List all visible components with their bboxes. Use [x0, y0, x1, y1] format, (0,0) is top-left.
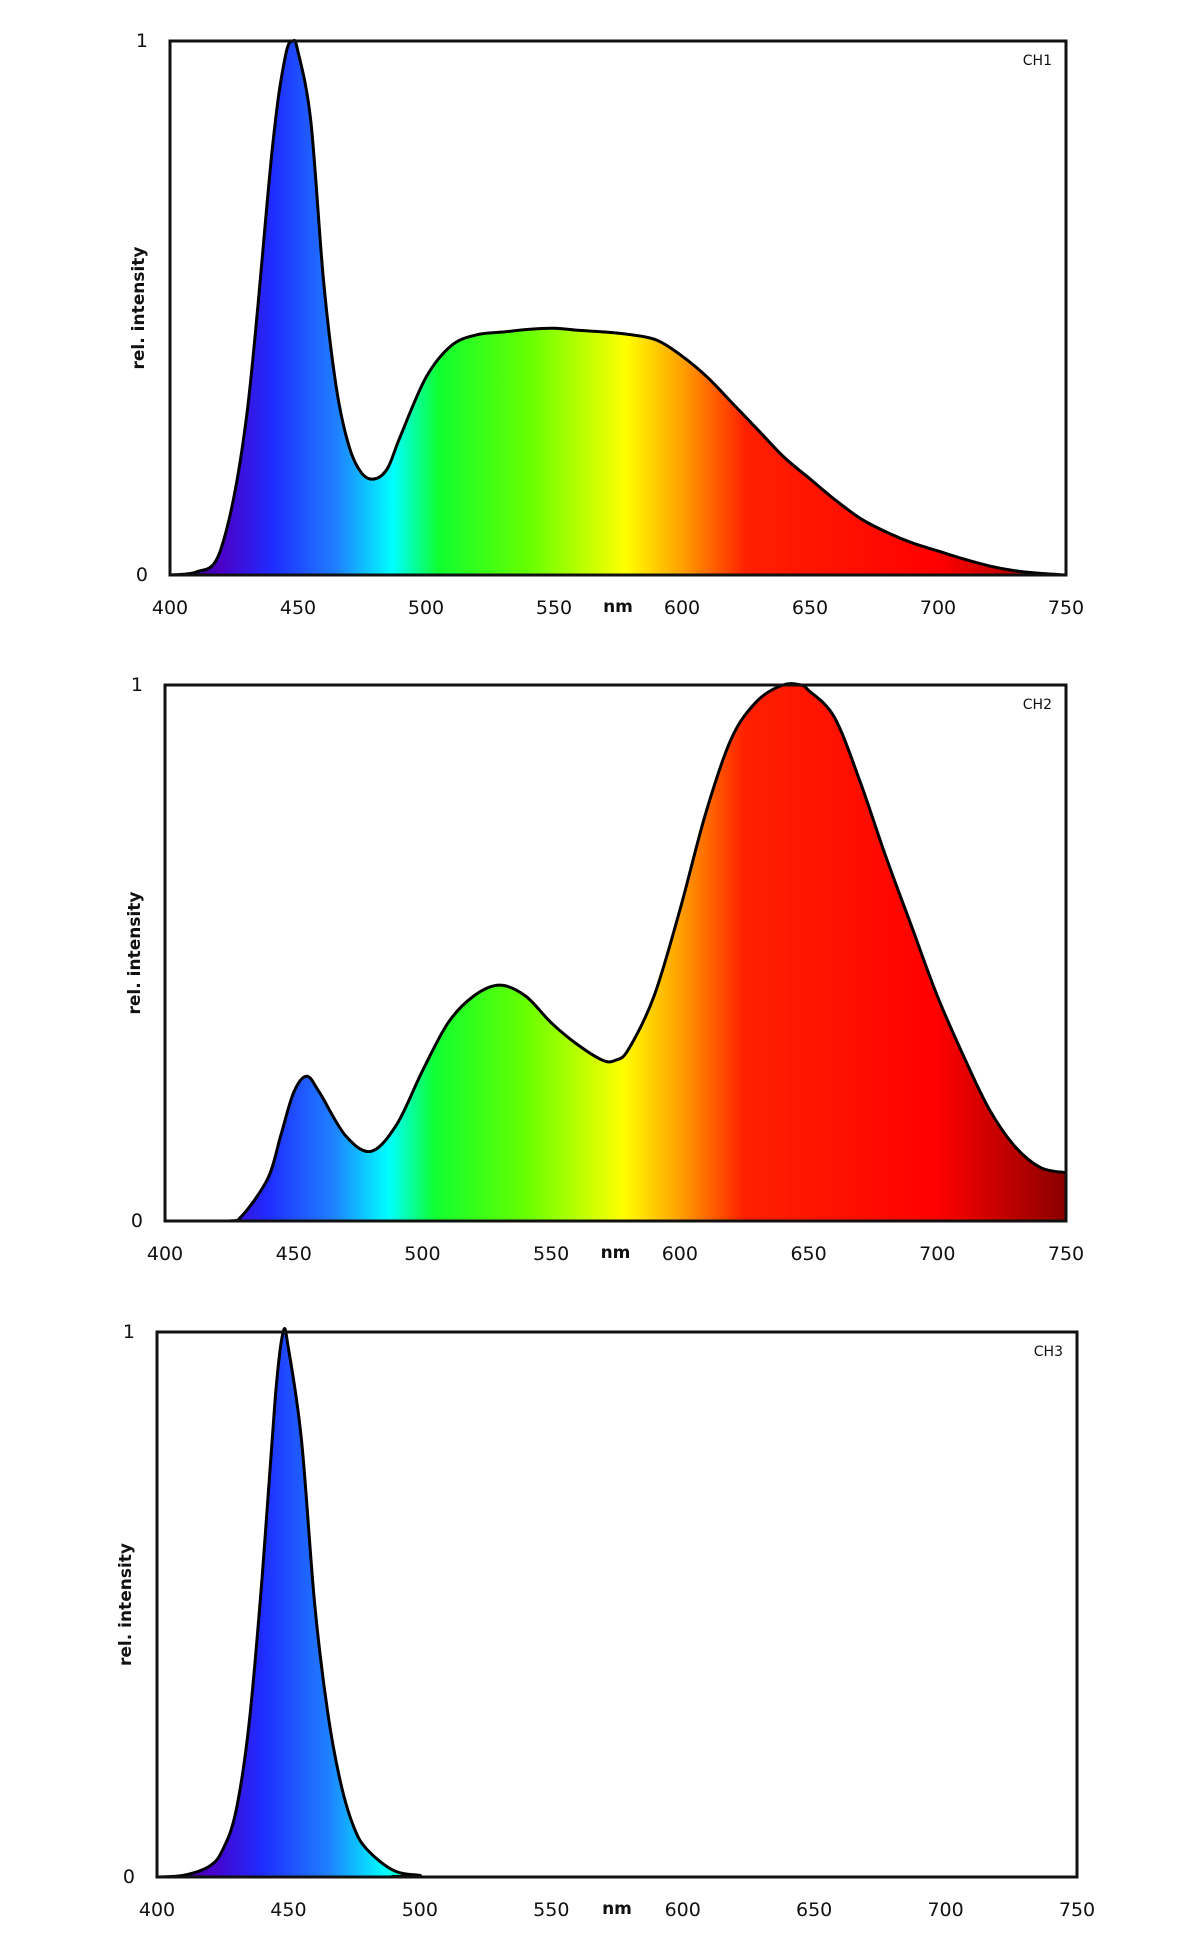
- y-tick-label: 1: [123, 1321, 135, 1343]
- x-tick-label: 550: [536, 597, 572, 619]
- x-tick-label: 750: [1059, 1899, 1095, 1921]
- x-tick-label: 600: [665, 1899, 701, 1921]
- y-axis-label: rel. intensity: [125, 892, 145, 1015]
- x-tick-label: 750: [1048, 597, 1084, 619]
- spectrum-line: [165, 682, 1067, 1223]
- x-tick-label: 400: [152, 597, 188, 619]
- y-axis-label: rel. intensity: [116, 1543, 136, 1666]
- y-tick-label: 1: [136, 30, 148, 52]
- channel-label: CH2: [1023, 697, 1052, 713]
- x-tick-label: 450: [280, 597, 316, 619]
- x-tick-label: 600: [662, 1243, 698, 1265]
- chart-panel-3: 400 450 500 550 600 650 700 750 nm 0 1 rel. intensi…: [116, 1321, 1095, 1921]
- x-tick-label: 600: [664, 597, 700, 619]
- x-tick-label: 700: [920, 597, 956, 619]
- x-tick-label: 650: [790, 1243, 826, 1265]
- x-tick-label: 550: [533, 1899, 569, 1921]
- x-tick-label: 400: [139, 1899, 175, 1921]
- x-tick-label: 450: [270, 1899, 306, 1921]
- spectrum-area: [170, 40, 1066, 576]
- spectrum-area: [157, 1328, 1077, 1877]
- x-tick-label: 400: [147, 1243, 183, 1265]
- plot-frame: [155, 1330, 1079, 1879]
- y-tick-label: 1: [131, 674, 143, 696]
- x-tick-label: 750: [1048, 1243, 1084, 1265]
- x-tick-label: 650: [796, 1899, 832, 1921]
- channel-label: CH3: [1034, 1344, 1063, 1360]
- x-tick-label: 700: [927, 1899, 963, 1921]
- x-axis-unit: nm: [603, 597, 633, 617]
- x-tick-label: 500: [404, 1243, 440, 1265]
- chart-panel-2: 400 450 500 550 600 650 700 750 nm 0 1 rel. intensi…: [125, 674, 1084, 1265]
- x-tick-label: 650: [792, 597, 828, 619]
- x-tick-label: 450: [276, 1243, 312, 1265]
- y-tick-label: 0: [123, 1866, 135, 1888]
- chart-panel-1: 400 450 500 550 600 650 700 750 nm 0 1 rel. intensi…: [129, 30, 1084, 619]
- x-tick-label: 550: [533, 1243, 569, 1265]
- x-tick-label: 700: [919, 1243, 955, 1265]
- y-tick-label: 0: [131, 1210, 143, 1232]
- plot-frame: [168, 39, 1068, 577]
- x-axis-unit: nm: [602, 1899, 632, 1919]
- x-axis-unit: nm: [601, 1243, 631, 1263]
- y-axis-label: rel. intensity: [129, 247, 149, 370]
- spectrum-area: [165, 683, 1066, 1221]
- x-tick-label: 500: [408, 597, 444, 619]
- channel-label: CH1: [1023, 53, 1052, 69]
- plot-frame: [163, 683, 1068, 1223]
- y-tick-label: 0: [136, 564, 148, 586]
- x-tick-label: 500: [402, 1899, 438, 1921]
